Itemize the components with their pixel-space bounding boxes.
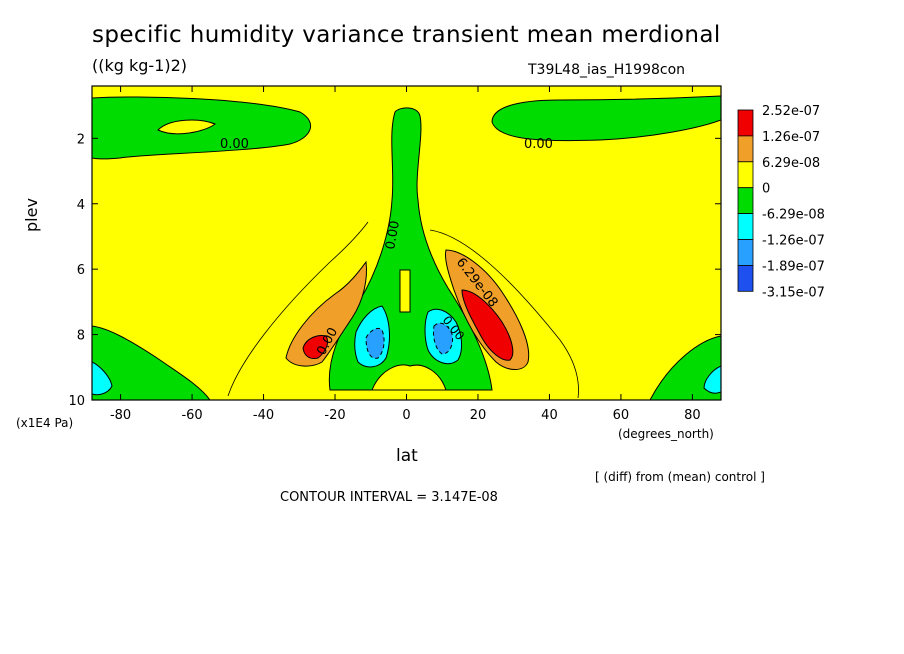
x-tick-label: 20 xyxy=(470,408,487,423)
y-tick-label: 8 xyxy=(77,329,85,344)
contour-region-green-topright xyxy=(491,95,721,142)
x-tick-label: 80 xyxy=(684,408,701,423)
run-label: T39L48_ias_H1998con xyxy=(528,62,686,78)
x-tick-label: 60 xyxy=(613,408,630,423)
legend-label: 2.52e-07 xyxy=(762,104,820,119)
legend-label: 1.26e-07 xyxy=(762,130,820,145)
y-tick-label: 2 xyxy=(77,132,85,147)
contour-label: 0.00 xyxy=(524,137,553,152)
contour-region-yellow-slit xyxy=(399,269,411,313)
contour-field: 0.00 0.00 0.00 6.29e-08 0.00 0.00 xyxy=(92,86,721,400)
contour-region-cyan-bottomright xyxy=(703,365,721,394)
legend-swatch xyxy=(737,161,754,189)
contour-region-green-bottomleft xyxy=(92,325,211,400)
color-legend: 2.52e-07 1.26e-07 6.29e-08 0 -6.29e-08 -1.26e… xyxy=(737,104,825,300)
contour-label: 0.00 xyxy=(220,137,249,152)
x-tick-label: 40 xyxy=(541,408,558,423)
legend-swatch xyxy=(737,109,754,137)
chart-title: specific humidity variance transient mea… xyxy=(92,22,721,48)
x-axis: -80 -60 -40 -20 0 20 40 60 80 xyxy=(110,86,701,423)
legend-label: -1.89e-07 xyxy=(762,259,825,274)
legend-swatch xyxy=(737,135,754,163)
legend-label: -6.29e-08 xyxy=(762,208,825,223)
legend-label: 0 xyxy=(762,182,770,197)
x-tick-label: -20 xyxy=(324,408,345,423)
legend-swatch xyxy=(737,213,754,240)
contour-region-blue-left xyxy=(365,327,385,359)
x-tick-label: -60 xyxy=(181,408,202,423)
y-tick-label: 10 xyxy=(68,394,85,409)
contour-region-red-right xyxy=(461,289,514,361)
y-axis-label: plev xyxy=(22,198,41,232)
legend-swatch xyxy=(737,239,754,266)
legend-label: -1.26e-07 xyxy=(762,234,825,249)
y-axis-units: (x1E4 Pa) xyxy=(16,416,74,430)
legend-label: -3.15e-07 xyxy=(762,285,825,300)
x-axis-units: (degrees_north) xyxy=(618,427,714,441)
x-axis-label: lat xyxy=(396,446,418,466)
legend-swatch xyxy=(737,187,754,214)
x-tick-label: 0 xyxy=(402,408,410,423)
y-tick-label: 4 xyxy=(77,198,85,213)
contour-line-right-outer xyxy=(429,229,579,399)
x-tick-label: -80 xyxy=(110,408,131,423)
contour-line-left-outer xyxy=(227,221,369,397)
contour-interval: CONTOUR INTERVAL = 3.147E-08 xyxy=(280,490,498,505)
y-axis: 2 4 6 8 10 xyxy=(68,132,721,409)
legend-label: 6.29e-08 xyxy=(762,156,820,171)
contour-region-yellow-bottom xyxy=(371,364,447,391)
contour-region-blue-right xyxy=(433,322,453,355)
diff-note: [ (diff) from (mean) control ] xyxy=(595,470,765,484)
contour-region-orange-left xyxy=(285,260,367,367)
contour-region-yellow-hole xyxy=(157,119,216,135)
contour-label: 0.00 xyxy=(383,220,403,251)
chart-units: ((kg kg-1)2) xyxy=(92,56,188,75)
x-tick-label: -40 xyxy=(253,408,274,423)
legend-swatch xyxy=(737,264,754,292)
contour-region-cyan-bottomleft xyxy=(92,361,113,396)
y-tick-label: 6 xyxy=(77,263,85,278)
contour-region-red-left xyxy=(302,335,329,359)
